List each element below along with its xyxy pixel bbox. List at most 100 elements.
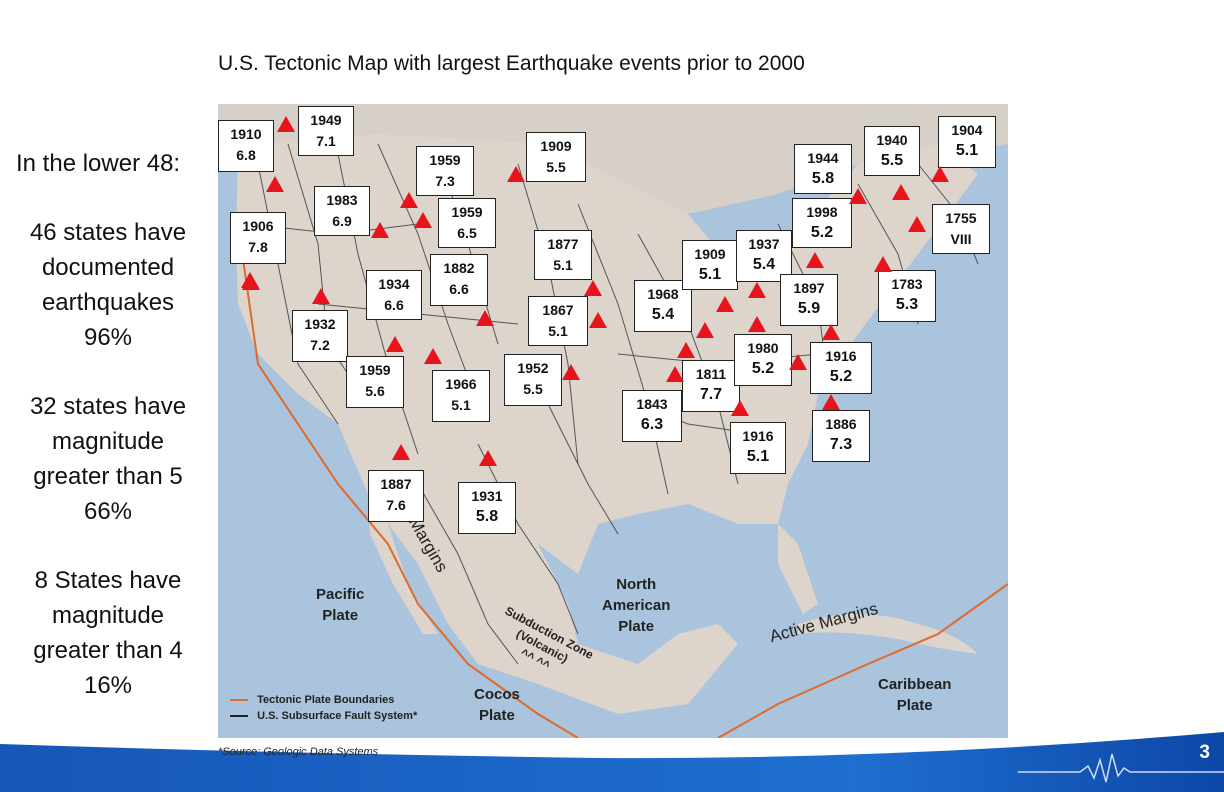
quake-marker [696,322,714,338]
florida [778,524,818,614]
quake-magnitude: 5.5 [880,152,904,169]
quake-box: 1959 7.3 [416,146,474,196]
quake-year: 1968 [647,286,679,302]
quake-magnitude: 6.6 [384,297,404,313]
quake-magnitude: 5.3 [895,296,919,313]
quake-marker [371,222,389,238]
quake-box: 1983 6.9 [314,186,370,236]
quake-marker [424,348,442,364]
quake-marker [589,312,607,328]
quake-magnitude: 5.6 [365,383,385,399]
quake-marker [822,394,840,410]
quake-box: 1968 5.4 [634,280,692,332]
caribbean-plate-label: Caribbean Plate [878,674,951,716]
map-legend: Tectonic Plate Boundaries U.S. Subsurfac… [230,692,417,724]
quake-magnitude: 7.1 [316,133,336,149]
quake-year: 1843 [636,396,668,412]
stat-line: greater than 4 [33,637,183,664]
quake-box: 1867 5.1 [528,296,588,346]
cocos-plate-label: Cocos Plate [474,684,520,726]
quake-box: 1882 6.6 [430,254,488,306]
stat-mag4: 8 States have magnitude greater than 4 1… [8,563,208,703]
quake-year: 1949 [310,112,342,128]
quake-marker [677,342,695,358]
quake-marker [748,282,766,298]
quake-magnitude: 7.6 [386,497,406,513]
quake-magnitude: 5.1 [955,142,979,159]
quake-year: 1944 [807,150,839,166]
quake-magnitude: 5.2 [810,224,834,241]
quake-marker [266,176,284,192]
seismograph-line [1018,753,1224,783]
quake-year: 1940 [876,132,908,148]
legend-fault: U.S. Subsurface Fault System* [230,708,417,724]
quake-marker [731,400,749,416]
quake-year: 1966 [445,376,477,392]
stat-line: 8 States have [34,567,182,594]
quake-magnitude: 5.9 [797,300,821,317]
quake-magnitude: 7.8 [248,239,268,255]
quake-year: 1755 [945,210,977,226]
north-american-plate-label: North American Plate [602,574,670,637]
quake-box: 1966 5.1 [432,370,490,422]
quake-marker [716,296,734,312]
quake-marker [874,256,892,272]
quake-magnitude: 6.5 [457,225,477,241]
quake-box: 1937 5.4 [736,230,792,282]
quake-box: 1906 7.8 [230,212,286,264]
quake-marker [892,184,910,200]
quake-box: 1887 7.6 [368,470,424,522]
quake-marker [479,450,497,466]
quake-box: 1877 5.1 [534,230,592,280]
quake-box: 1932 7.2 [292,310,348,362]
quake-marker [507,166,525,182]
quake-box: 1980 5.2 [734,334,792,386]
quake-marker [748,316,766,332]
quake-year: 1882 [443,260,475,276]
quake-year: 1909 [540,138,572,154]
quake-marker [277,116,295,132]
stat-mag5: 32 states have magnitude greater than 5 … [8,389,208,529]
stat-line: documented [41,254,175,281]
baja [368,494,438,634]
quake-magnitude: 5.2 [829,368,853,385]
quake-box: 1783 5.3 [878,270,936,322]
quake-marker [562,364,580,380]
quake-magnitude: 5.1 [553,257,573,273]
footer-wave [0,732,1224,792]
quake-marker [241,272,259,288]
quake-marker [806,252,824,268]
quake-magnitude: 5.5 [546,159,566,175]
quake-magnitude: 5.1 [698,266,722,283]
quake-year: 1983 [326,192,358,208]
legend-label: U.S. Subsurface Fault System* [257,710,418,722]
label-line: Plate [618,618,655,635]
quake-year: 1867 [542,302,574,318]
quake-box: 1944 5.8 [794,144,852,194]
quake-magnitude: 5.1 [548,323,568,339]
stat-line: earthquakes [41,289,175,316]
quake-magnitude: 5.1 [746,448,770,465]
quake-magnitude: 7.2 [310,337,330,353]
tectonic-map: Pacific Plate North American Plate Cocos… [218,104,1008,738]
quake-year: 1877 [547,236,579,252]
stat-line: magnitude [51,428,165,455]
quake-magnitude: 5.8 [475,508,499,525]
legend-swatch [230,699,248,702]
quake-year: 1897 [793,280,825,296]
quake-marker [849,188,867,204]
label-line: Plate [322,607,359,624]
quake-year: 1916 [825,348,857,364]
quake-year: 1959 [451,204,483,220]
mexico-land [338,424,738,714]
quake-magnitude: 6.8 [236,147,256,163]
quake-box: 1904 5.1 [938,116,996,168]
label-line: Caribbean [878,676,952,693]
stats-lead: In the lower 48: [16,150,181,177]
plate-boundaries [237,223,1008,738]
quake-box: 1909 5.5 [526,132,586,182]
label-line: Plate [896,697,933,714]
footer-band [0,732,1224,792]
stat-line: 32 states have [29,393,187,420]
quake-magnitude: 6.3 [640,416,664,433]
